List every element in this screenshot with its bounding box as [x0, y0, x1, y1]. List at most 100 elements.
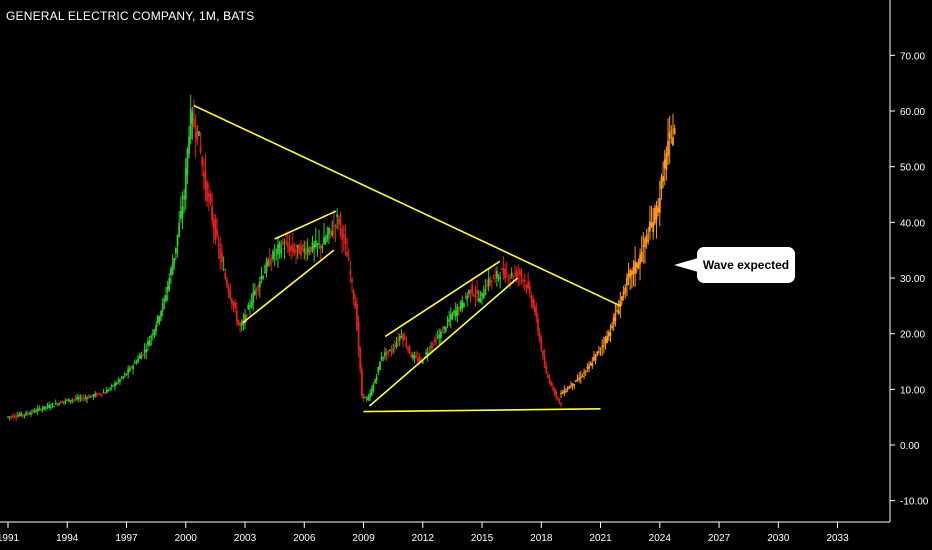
projection-body: [619, 300, 622, 308]
candle-body: [474, 295, 477, 297]
candle-body: [360, 369, 363, 396]
candle-body: [324, 238, 327, 243]
x-tick-label: 2012: [412, 533, 435, 544]
candle-body: [451, 313, 454, 320]
candle-body: [305, 252, 307, 255]
candle-body: [258, 281, 261, 288]
candle-body: [15, 416, 18, 418]
projection-body: [599, 348, 602, 350]
candle-body: [558, 399, 561, 402]
projection-body: [598, 351, 600, 353]
candle-body: [321, 246, 324, 249]
candle-body: [407, 347, 409, 350]
candle-body: [420, 359, 423, 361]
candle-body: [380, 357, 383, 361]
candle-body: [224, 272, 227, 279]
candle-body: [12, 415, 14, 418]
candle-body: [481, 292, 483, 297]
candle-body: [509, 277, 511, 279]
candle-body: [418, 357, 421, 362]
projection-body: [589, 363, 592, 366]
candle-body: [352, 290, 355, 300]
candle-body: [77, 397, 80, 399]
candle-body: [384, 352, 386, 357]
projection-body: [578, 377, 581, 380]
candle-body: [26, 413, 29, 415]
candle-body: [97, 393, 100, 395]
candle-body: [216, 229, 218, 236]
candle-body: [484, 288, 487, 296]
projection-body: [576, 378, 579, 380]
x-tick-label: 2015: [471, 533, 494, 544]
candle-body: [471, 284, 474, 295]
candle-body: [551, 385, 554, 387]
candle-body: [122, 376, 125, 378]
candle-body: [36, 409, 39, 412]
candle-body: [515, 270, 518, 278]
candle-body: [339, 214, 342, 226]
trendline: [242, 249, 335, 324]
projection-body: [650, 222, 653, 227]
candle-body: [408, 345, 411, 354]
candle-body: [453, 310, 455, 314]
candle-body: [379, 361, 381, 370]
projection-body: [670, 130, 673, 132]
projection-body: [629, 270, 632, 277]
trendline: [384, 260, 501, 338]
candle-body: [314, 240, 317, 248]
candle-body: [354, 301, 357, 309]
candle-body: [92, 394, 95, 397]
candle-body: [435, 339, 437, 343]
candle-body: [344, 236, 347, 245]
projection-body: [644, 238, 646, 248]
candle-body: [184, 168, 187, 200]
candle-body: [59, 401, 62, 404]
x-tick-label: 2030: [767, 533, 790, 544]
candle-body: [290, 245, 293, 249]
y-tick-label: 50.00: [900, 163, 925, 174]
candle-body: [433, 340, 436, 342]
candle-body: [449, 313, 452, 320]
x-tick-label: 2003: [234, 533, 257, 544]
candle-body: [560, 402, 562, 405]
candle-body: [346, 252, 348, 257]
candle-body: [102, 392, 105, 394]
candle-body: [168, 278, 171, 290]
candle-body: [202, 173, 205, 177]
candle-body: [403, 336, 406, 340]
candle-body: [153, 329, 156, 336]
candle-body: [212, 218, 215, 229]
projection-body: [622, 291, 625, 295]
candle-body: [171, 263, 174, 275]
candle-body: [331, 231, 334, 236]
candle-body: [538, 332, 541, 340]
candle-body: [550, 382, 553, 386]
candle-body: [303, 248, 306, 253]
candle-body: [211, 206, 214, 220]
candle-body: [49, 406, 52, 408]
candle-body: [183, 195, 186, 200]
candle-body: [165, 295, 167, 301]
candle-body: [441, 332, 444, 334]
candle-body: [463, 302, 465, 308]
candle-body: [323, 236, 325, 245]
candle-body: [431, 344, 434, 346]
candle-body: [244, 315, 246, 324]
candle-body: [428, 349, 431, 351]
candle-body: [170, 268, 172, 276]
projection-body: [612, 317, 615, 325]
candle-body: [128, 367, 131, 372]
candle-body: [425, 352, 427, 355]
candle-body: [51, 403, 54, 405]
candle-body: [104, 392, 107, 394]
projection-body: [640, 251, 643, 262]
candle-body: [127, 369, 130, 374]
projection-body: [663, 159, 666, 169]
candle-body: [555, 391, 558, 398]
candle-body: [372, 384, 375, 391]
candle-body: [87, 396, 90, 398]
candle-body: [275, 249, 278, 251]
candle-body: [495, 270, 498, 279]
candle-body: [74, 398, 77, 400]
